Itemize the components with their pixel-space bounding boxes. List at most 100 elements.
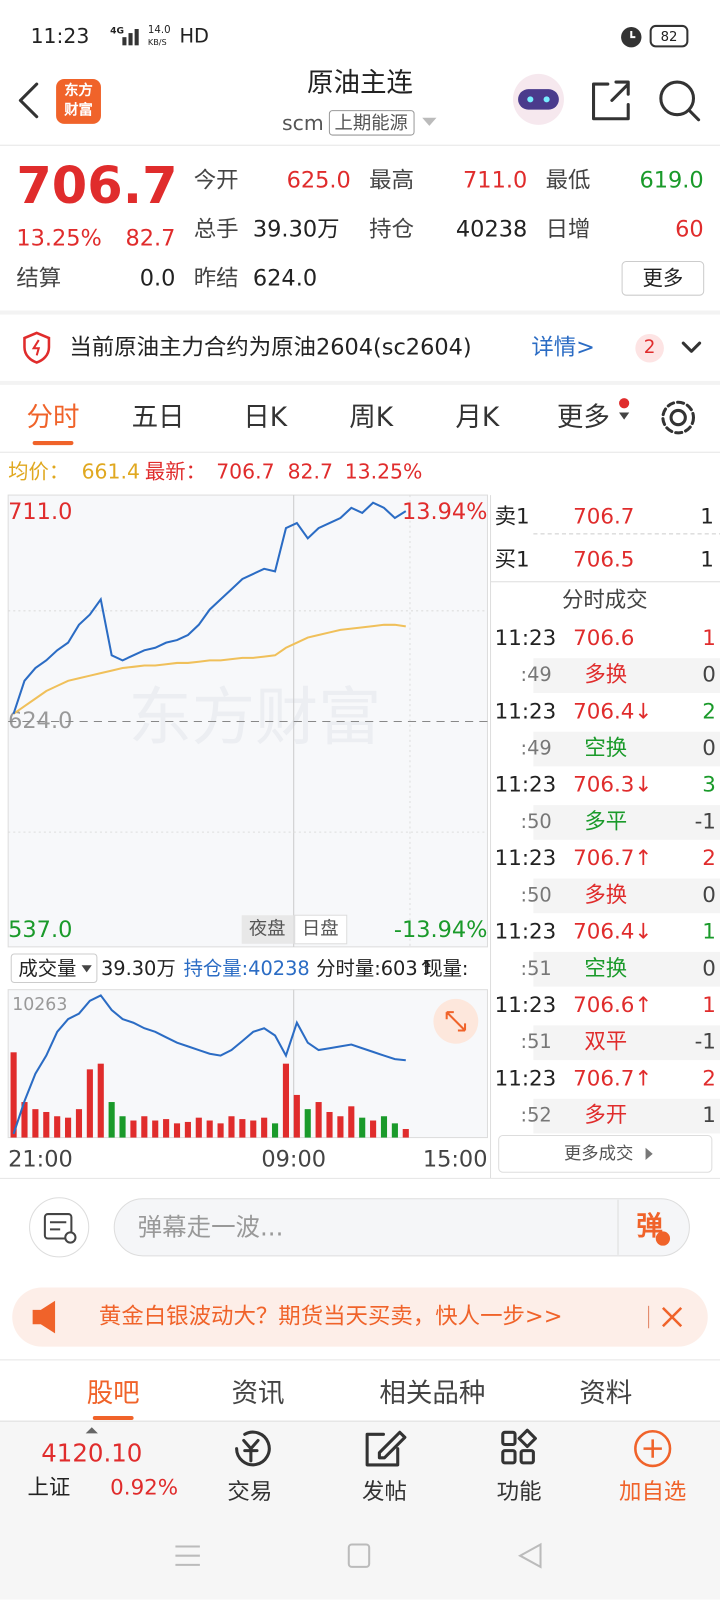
badge: [635, 333, 664, 363]
fullscreen[interactable]: [433, 998, 479, 1044]
subtab[interactable]: 资料: [579, 1378, 632, 1409]
more-trades-button[interactable]: [498, 1135, 713, 1173]
volume-bar: [119, 1116, 126, 1138]
logo: [56, 78, 101, 124]
search[interactable]: [659, 80, 701, 122]
volume-bar: [282, 1063, 290, 1138]
prev-settle-label: 昨结: [194, 265, 239, 291]
ad-banner[interactable]: [12, 1287, 708, 1347]
back[interactable]: [18, 82, 39, 119]
trade-sec: :49: [521, 663, 552, 686]
trade-time: 11:23: [495, 626, 557, 651]
title: 原油主连: [307, 68, 413, 99]
tab[interactable]: 五日: [132, 402, 185, 433]
tab[interactable]: 周K: [349, 402, 394, 433]
exchange-box: [328, 110, 415, 136]
trade-time: 11:23: [495, 920, 557, 945]
nav-items: 交易 发帖 功能 加自选: [227, 1479, 686, 1505]
trade-row-bg: [533, 1098, 720, 1134]
network: 4G: [110, 26, 124, 37]
arrow: [645, 1147, 653, 1160]
nav-item[interactable]: 发帖: [362, 1479, 407, 1505]
subtab[interactable]: 股吧: [87, 1378, 140, 1409]
field-value: 619.0: [639, 167, 703, 193]
volume-chart: 10263: [10, 994, 409, 1138]
code: scm: [282, 111, 324, 135]
trade-icon: [235, 1430, 271, 1467]
trade-price: 706.4↓: [573, 699, 652, 724]
trade-count: -1: [695, 809, 716, 834]
book-price: 706.7: [573, 505, 634, 530]
bottom-nav: [0, 1421, 720, 1600]
volume-bar: [152, 1120, 159, 1138]
index-change: 0.92%: [110, 1475, 178, 1500]
session-label: 日盘: [302, 919, 339, 940]
trade-vol: 1: [702, 920, 716, 945]
tab[interactable]: 日K: [243, 402, 287, 433]
trade-price: 706.4↓: [573, 920, 652, 945]
subtab[interactable]: 资讯: [232, 1378, 285, 1409]
book-vol: 1: [700, 547, 714, 572]
nav-item[interactable]: 加自选: [619, 1479, 686, 1505]
nav-item[interactable]: 功能: [497, 1479, 542, 1505]
logo-text: 财富: [64, 101, 93, 119]
post-icon: [365, 1430, 407, 1467]
tab[interactable]: 分时: [27, 402, 80, 433]
volume-bar: [293, 1094, 300, 1138]
x-labels: 21:00 09:00 15:00: [8, 1147, 487, 1173]
trade-count: -1: [695, 1030, 716, 1055]
trade-type: 多换: [584, 883, 627, 908]
signal: [122, 29, 139, 46]
book-price: 706.5: [573, 547, 634, 572]
watermark: 东方财富: [129, 680, 382, 754]
trade-type: 多开: [584, 1103, 627, 1128]
volume-bar: [184, 1121, 191, 1138]
badge-count: 2: [644, 337, 656, 358]
nav-item[interactable]: 交易: [227, 1479, 272, 1505]
volume-bar: [141, 1116, 148, 1138]
index-name: 上证: [28, 1475, 71, 1500]
volume-bar: [65, 1117, 72, 1138]
trade-row-bg: [533, 878, 720, 914]
assistant[interactable]: [512, 73, 564, 125]
tab[interactable]: 更多: [557, 402, 610, 433]
volume-bar: [43, 1111, 50, 1138]
volume-total: 39.30万: [101, 957, 176, 980]
more-text: 更多: [643, 266, 684, 290]
trades-title: 分时成交: [562, 588, 648, 613]
volume-bar: [217, 1123, 224, 1138]
trade-vol: 2: [702, 1066, 716, 1091]
arrow: [85, 1427, 98, 1434]
tab[interactable]: 月K: [455, 402, 500, 433]
comment-input[interactable]: [113, 1198, 690, 1257]
y-tick-label: 711.0: [8, 499, 72, 525]
dropdown[interactable]: [422, 117, 437, 126]
trade-type: 多换: [584, 663, 627, 688]
megaphone: [32, 1300, 56, 1334]
trade-vol: 1: [702, 993, 716, 1018]
comment-icon[interactable]: [29, 1197, 90, 1258]
subtab[interactable]: 相关品种: [379, 1378, 485, 1409]
expand[interactable]: [681, 341, 702, 353]
volume-label: 成交量: [18, 957, 76, 980]
book-vol: 1: [700, 505, 714, 530]
notice-link[interactable]: 详情>: [531, 335, 595, 361]
field-value: 711.0: [463, 167, 527, 193]
settings[interactable]: [661, 400, 696, 435]
divider: [0, 380, 720, 385]
trade-price: 706.7↑: [573, 846, 652, 871]
trade-row-bg: [533, 951, 720, 987]
battery-level: 82: [661, 30, 678, 45]
close[interactable]: [661, 1306, 683, 1328]
share[interactable]: [592, 80, 630, 121]
volume-bar: [261, 1117, 268, 1138]
chart-area: [7, 494, 488, 948]
volume-select[interactable]: [10, 953, 98, 984]
trade-time: 11:23: [495, 773, 557, 798]
more-button[interactable]: [621, 261, 705, 296]
oi-line: [12, 994, 406, 1135]
cur-vol: 现量:: [423, 957, 468, 980]
